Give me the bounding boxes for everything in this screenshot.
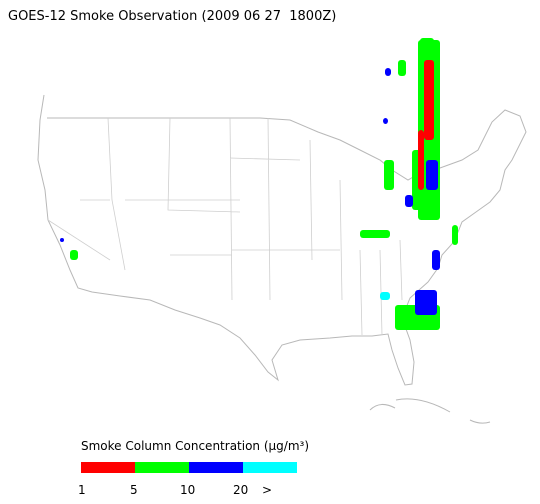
legend-label: Smoke Column Concentration (μg/m³) — [81, 439, 309, 453]
legend-swatch — [243, 462, 297, 473]
legend-swatch — [135, 462, 189, 473]
legend-tick: 5 — [130, 483, 138, 497]
smoke-patch — [452, 225, 458, 245]
smoke-layer — [60, 38, 458, 330]
smoke-patch — [360, 230, 390, 238]
map-outline — [37, 94, 527, 424]
smoke-patch — [418, 130, 424, 190]
legend-tick: 20 — [233, 483, 248, 497]
smoke-patch — [420, 38, 434, 46]
legend-swatch — [189, 462, 243, 473]
smoke-patch — [424, 60, 434, 140]
smoke-patch — [426, 160, 438, 190]
smoke-patch — [70, 250, 78, 260]
smoke-patch — [385, 68, 391, 76]
title: GOES-12 Smoke Observation (2009 06 27 18… — [8, 9, 336, 24]
legend-tick: > — [262, 483, 272, 497]
legend-tick: 1 — [78, 483, 86, 497]
smoke-patch — [384, 160, 394, 190]
legend: 1 5 10 20 > — [78, 462, 297, 497]
smoke-patch — [380, 292, 390, 300]
smoke-patch — [415, 290, 437, 315]
legend-tick: 10 — [180, 483, 195, 497]
smoke-patch — [398, 60, 406, 76]
smoke-patch — [60, 238, 64, 242]
legend-swatch — [81, 462, 135, 473]
smoke-patch — [405, 195, 413, 207]
smoke-patch — [432, 250, 440, 270]
smoke-patch — [383, 118, 388, 124]
